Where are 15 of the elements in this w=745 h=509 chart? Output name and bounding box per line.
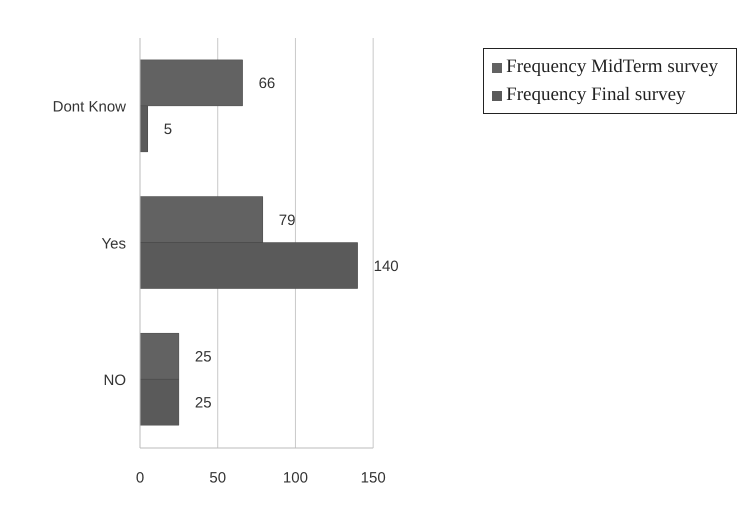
x-tick-label: 100	[282, 470, 308, 487]
legend-label: Frequency MidTerm survey	[506, 56, 718, 77]
data-label: 25	[194, 394, 212, 412]
x-tick-label: 50	[209, 470, 226, 487]
data-label: 25	[194, 348, 212, 366]
x-tick-label: 0	[136, 470, 144, 487]
data-label: 5	[164, 121, 172, 138]
y-tick-label: NO	[104, 372, 126, 389]
x-tick-label: 150	[360, 470, 386, 487]
y-tick-label: Yes	[102, 235, 126, 252]
legend-label: Frequency Final survey	[506, 84, 686, 105]
data-label: 140	[374, 258, 399, 275]
y-tick-label: Dont Know	[52, 98, 126, 116]
data-label: 79	[278, 212, 296, 229]
data-label: 66	[258, 75, 276, 92]
